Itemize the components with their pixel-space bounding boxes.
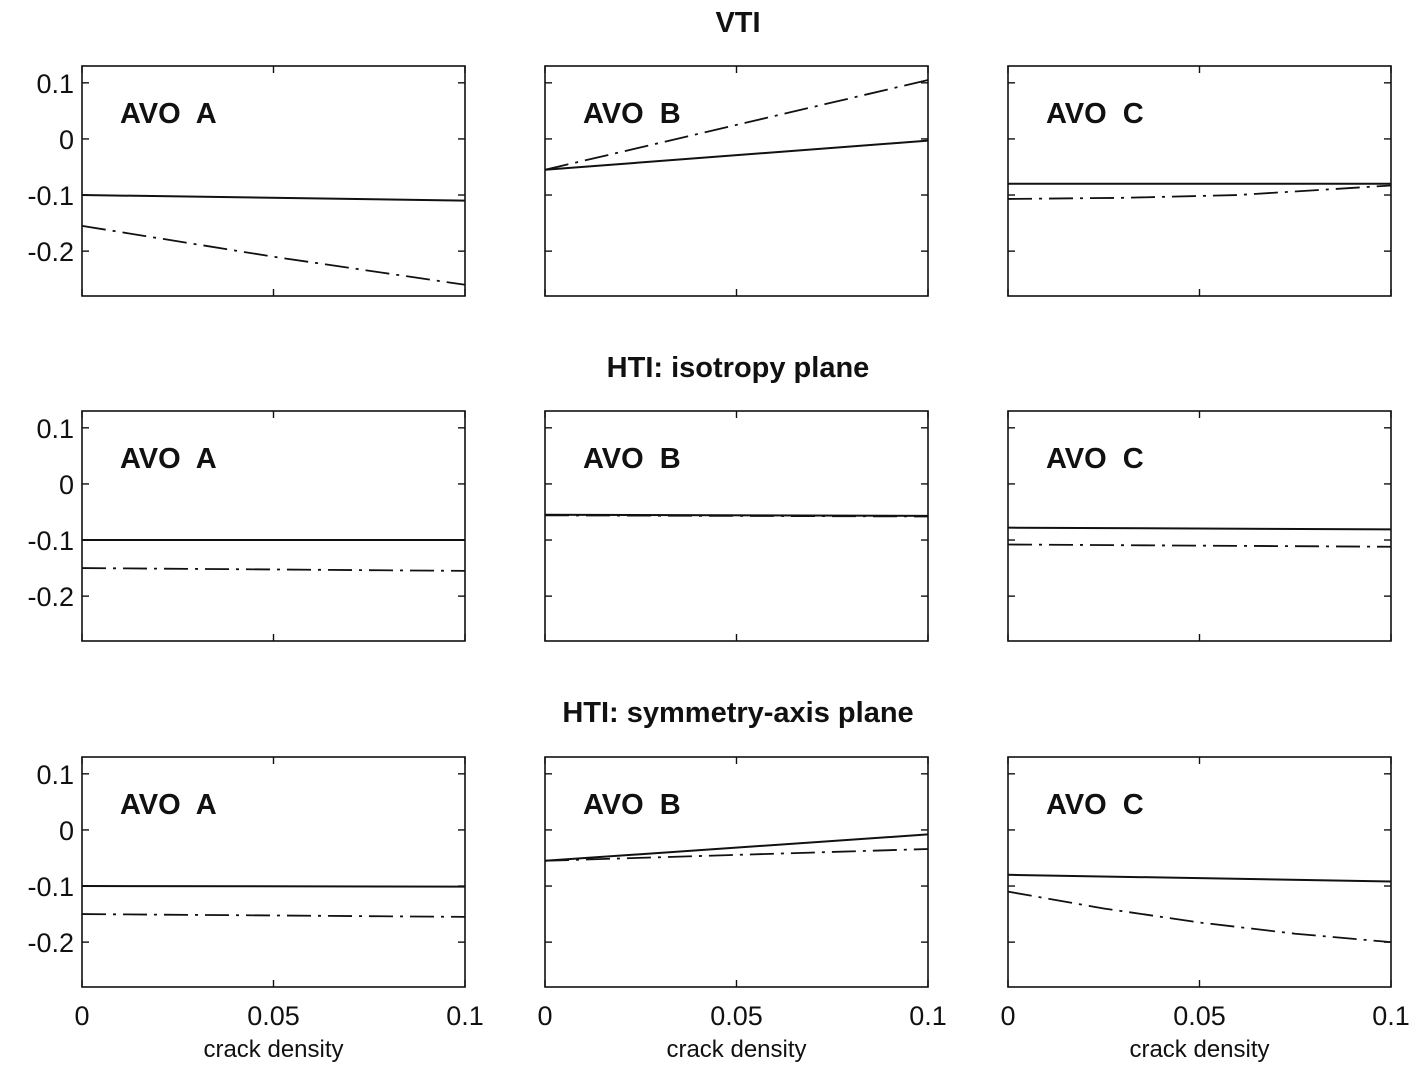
x-axis-label: crack density	[666, 1036, 806, 1063]
panel-r0-c0: 0.1 0 -0.1 -0.2 AVO A	[27, 65, 466, 297]
y-tick-label: 0.1	[36, 760, 74, 790]
x-tick-label: 0.05	[1173, 1001, 1226, 1031]
panel-r1-c2: AVO C	[1007, 410, 1392, 642]
y-tick-label: -0.1	[27, 181, 74, 211]
panel-label: AVO A	[120, 98, 217, 130]
panel-label: AVO B	[583, 789, 681, 821]
series-line-solid	[1007, 526, 1392, 531]
panel-grid: 0.1 0 -0.1 -0.2 AVO A AVO B AVO C 0.1 0 -0.1 -0.2 A…	[27, 65, 1410, 1063]
panel-label: AVO A	[120, 789, 217, 821]
y-tick-label: -0.2	[27, 928, 74, 958]
panel-r1-c1: AVO B	[544, 410, 929, 642]
x-tick-label: 0.05	[247, 1001, 300, 1031]
y-tick-label: 0.1	[36, 69, 74, 99]
panel-r0-c2: AVO C	[1007, 65, 1392, 297]
x-axis-label: crack density	[203, 1036, 343, 1063]
panel-r0-c1: AVO B	[544, 65, 929, 297]
series-line-dashdot	[544, 848, 929, 862]
x-tick-label: 0.1	[446, 1001, 484, 1031]
panel-r1-c0: 0.1 0 -0.1 -0.2 AVO A	[27, 410, 466, 642]
x-axis-label: crack density	[1129, 1036, 1269, 1063]
y-tick-label: -0.2	[27, 582, 74, 612]
series-line-solid	[544, 139, 929, 171]
y-tick-label: 0	[59, 125, 74, 155]
y-tick-label: -0.1	[27, 872, 74, 902]
x-tick-label: 0.1	[909, 1001, 947, 1031]
panel-label: AVO A	[120, 443, 217, 475]
x-tick-label: 0	[537, 1001, 552, 1031]
panel-label: AVO B	[583, 98, 681, 130]
panel-label: AVO C	[1046, 443, 1144, 475]
series-line-solid	[544, 833, 929, 862]
series-line-dashdot	[1007, 184, 1392, 200]
x-tick-label: 0.05	[710, 1001, 763, 1031]
panel-r2-c0: 0.1 0 -0.1 -0.2 0 0.05 0.1 crack density AVO A	[27, 756, 484, 1063]
row-title-vti: VTI	[715, 7, 760, 39]
series-line-solid	[81, 885, 466, 888]
series-line-dashdot	[81, 567, 466, 572]
x-tick-label: 0.1	[1372, 1001, 1410, 1031]
y-tick-label: 0	[59, 470, 74, 500]
series-line-dashdot	[1007, 543, 1392, 548]
y-tick-label: 0.1	[36, 414, 74, 444]
row-title-hti-symmetry: HTI: symmetry-axis plane	[562, 697, 913, 729]
x-tick-label: 0	[1000, 1001, 1015, 1031]
series-line-dashdot	[81, 224, 466, 286]
y-tick-label: -0.1	[27, 526, 74, 556]
series-line-dashdot	[544, 514, 929, 518]
x-tick-label: 0	[74, 1001, 89, 1031]
series-line-dashdot	[1007, 890, 1392, 944]
series-line-solid	[1007, 873, 1392, 883]
panel-label: AVO C	[1046, 789, 1144, 821]
series-line-solid	[81, 194, 466, 202]
panel-label: AVO C	[1046, 98, 1144, 130]
row-title-hti-isotropy: HTI: isotropy plane	[607, 352, 870, 384]
y-tick-label: -0.2	[27, 237, 74, 267]
panel-r2-c2: 0 0.05 0.1 crack density AVO C	[1000, 756, 1410, 1063]
panel-r2-c1: 0 0.05 0.1 crack density AVO B	[537, 756, 947, 1063]
y-tick-label: 0	[59, 816, 74, 846]
series-line-dashdot	[544, 79, 929, 171]
series-line-dashdot	[81, 913, 466, 918]
panel-label: AVO B	[583, 443, 681, 475]
